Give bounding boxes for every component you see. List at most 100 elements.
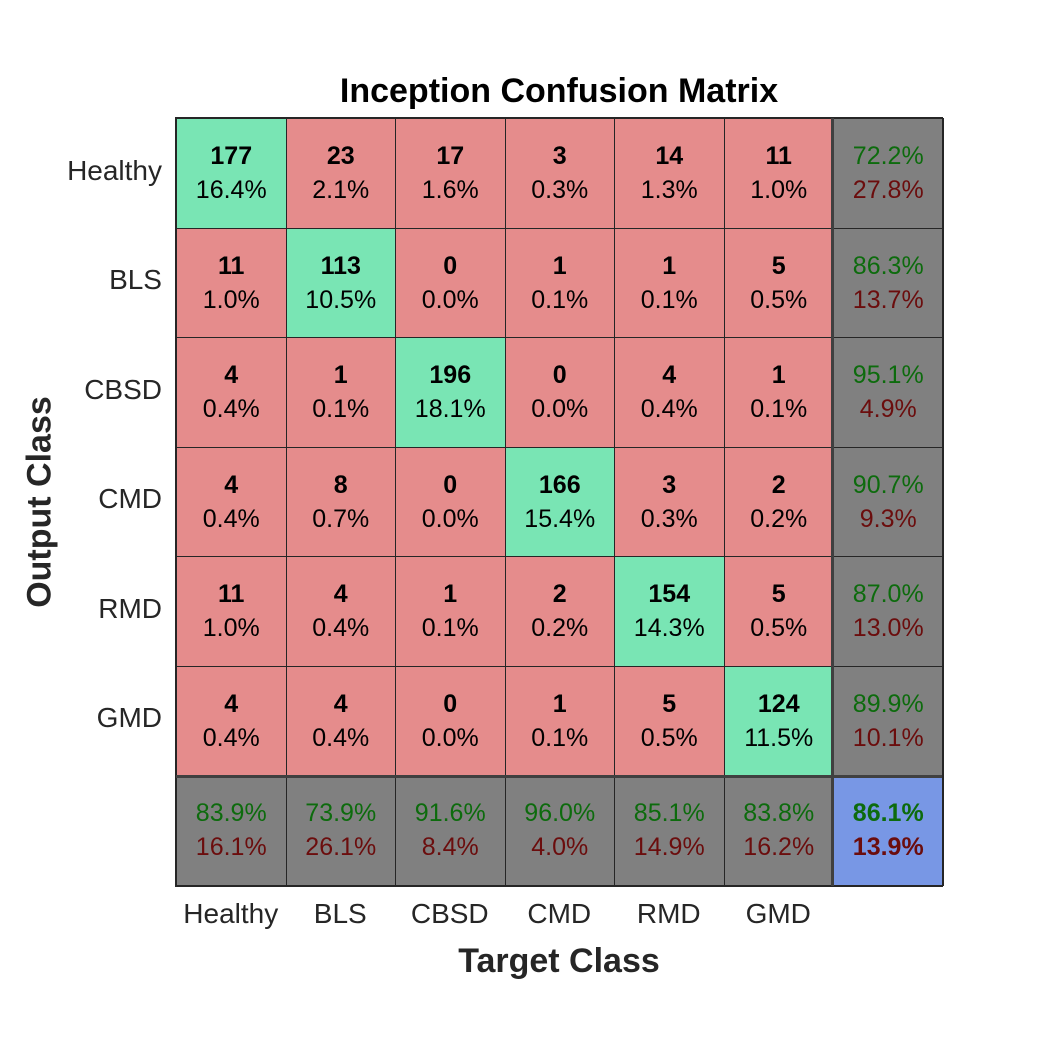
cell-count: 2 — [552, 580, 567, 609]
cell-count: 154 — [648, 580, 691, 609]
column-error: 26.1% — [305, 833, 377, 862]
y-tick-label: RMD — [98, 592, 162, 624]
y-tick-label: BLS — [109, 264, 162, 296]
cell-count: 4 — [333, 689, 348, 718]
cell-percentage: 0.0% — [421, 723, 479, 752]
matrix-cell: 1 0.1% — [504, 665, 615, 776]
cell-percentage: 18.1% — [414, 395, 486, 424]
cell-percentage: 11.5% — [744, 723, 814, 752]
cell-percentage: 0.0% — [421, 285, 479, 314]
cell-count: 4 — [224, 470, 239, 499]
chart-title: Inception Confusion Matrix — [339, 72, 779, 110]
summary-separator-horizontal — [176, 775, 942, 778]
cell-percentage: 1.6% — [421, 176, 479, 205]
row-error: 9.3% — [859, 504, 917, 533]
row-summary-cell: 72.2% 27.8% — [833, 118, 944, 229]
matrix-cell: 0 0.0% — [504, 337, 615, 448]
cell-percentage: 0.1% — [531, 723, 589, 752]
cell-percentage: 0.2% — [750, 504, 808, 533]
cell-percentage: 14.3% — [633, 614, 705, 643]
x-tick-label: CBSD — [410, 898, 489, 929]
cell-percentage: 15.4% — [524, 504, 596, 533]
row-summary-cell: 86.3% 13.7% — [833, 227, 944, 338]
cell-count: 8 — [333, 470, 348, 499]
cell-count: 4 — [662, 361, 677, 390]
cell-percentage: 0.3% — [531, 176, 589, 205]
cell-count: 1 — [552, 689, 567, 718]
row-error: 13.0% — [852, 614, 924, 643]
cell-percentage: 0.2% — [531, 614, 589, 643]
matrix-cell: 0 0.0% — [395, 665, 506, 776]
matrix-cell: 8 0.7% — [285, 446, 396, 557]
matrix-cell: 3 0.3% — [504, 118, 615, 229]
x-axis-title: Target Class — [458, 942, 660, 980]
cell-count: 3 — [552, 142, 567, 171]
cell-percentage: 0.1% — [640, 285, 698, 314]
column-recall: 91.6% — [414, 799, 486, 828]
column-error: 16.1% — [195, 833, 267, 862]
column-summary-cell: 96.0% 4.0% — [504, 775, 615, 886]
column-summary-cell: 85.1% 14.9% — [614, 775, 725, 886]
cell-percentage: 0.1% — [750, 395, 808, 424]
overall-error: 13.9% — [852, 833, 924, 862]
cell-percentage: 0.4% — [202, 504, 260, 533]
cell-count: 23 — [326, 142, 355, 171]
matrix-cell: 11 1.0% — [176, 556, 287, 667]
matrix-cell: 11 1.0% — [176, 227, 287, 338]
y-tick-label: GMD — [96, 702, 162, 734]
column-recall: 96.0% — [524, 799, 596, 828]
cell-percentage: 0.5% — [640, 723, 698, 752]
column-error: 14.9% — [633, 833, 705, 862]
cell-count: 124 — [757, 689, 800, 718]
x-tick-label: Healthy — [183, 898, 279, 929]
matrix-cell: 113 10.5% — [285, 227, 396, 338]
matrix-cell: 1 0.1% — [285, 337, 396, 448]
cell-percentage: 2.1% — [312, 176, 370, 205]
y-tick-label: CBSD — [84, 373, 162, 405]
row-error: 4.9% — [859, 395, 917, 424]
column-summary-cell: 73.9% 26.1% — [285, 775, 396, 886]
matrix-cell: 23 2.1% — [285, 118, 396, 229]
column-summary-cell: 83.8% 16.2% — [723, 775, 834, 886]
cell-count: 4 — [333, 580, 348, 609]
matrix-cell: 4 0.4% — [176, 665, 287, 776]
matrix-cell: 2 0.2% — [504, 556, 615, 667]
matrix-cell: 4 0.4% — [285, 556, 396, 667]
cell-count: 11 — [218, 251, 245, 280]
cell-count: 3 — [662, 470, 677, 499]
cell-percentage: 0.1% — [531, 285, 589, 314]
overall-accuracy: 86.1% — [852, 799, 924, 828]
cell-count: 5 — [771, 580, 786, 609]
row-summary-cell: 90.7% 9.3% — [833, 446, 944, 557]
matrix-cell: 2 0.2% — [723, 446, 834, 557]
row-error: 27.8% — [852, 176, 924, 205]
matrix-cell: 4 0.4% — [176, 337, 287, 448]
matrix-cell: 154 14.3% — [614, 556, 725, 667]
cell-percentage: 10.5% — [305, 285, 377, 314]
cell-percentage: 0.5% — [750, 614, 808, 643]
x-tick-label: CMD — [527, 898, 592, 929]
y-tick-label: Healthy — [67, 154, 162, 186]
cell-percentage: 0.4% — [312, 614, 370, 643]
cell-count: 0 — [443, 689, 458, 718]
row-summary-cell: 87.0% 13.0% — [833, 556, 944, 667]
column-recall: 83.8% — [743, 799, 815, 828]
column-error: 8.4% — [421, 833, 479, 862]
cell-count: 2 — [771, 470, 786, 499]
column-recall: 73.9% — [305, 799, 377, 828]
cell-count: 1 — [443, 580, 458, 609]
y-tick-label: CMD — [98, 483, 162, 515]
matrix-cell: 196 18.1% — [395, 337, 506, 448]
row-summary-cell: 95.1% 4.9% — [833, 337, 944, 448]
cell-count: 11 — [218, 580, 245, 609]
cell-count: 196 — [429, 361, 472, 390]
row-precision: 87.0% — [852, 580, 924, 609]
cell-count: 14 — [655, 142, 684, 171]
cell-percentage: 1.0% — [750, 176, 808, 205]
cell-percentage: 16.4% — [195, 176, 267, 205]
column-error: 4.0% — [531, 833, 589, 862]
cell-count: 0 — [443, 251, 458, 280]
cell-count: 1 — [771, 361, 786, 390]
cell-count: 17 — [436, 142, 465, 171]
cell-count: 4 — [224, 361, 239, 390]
